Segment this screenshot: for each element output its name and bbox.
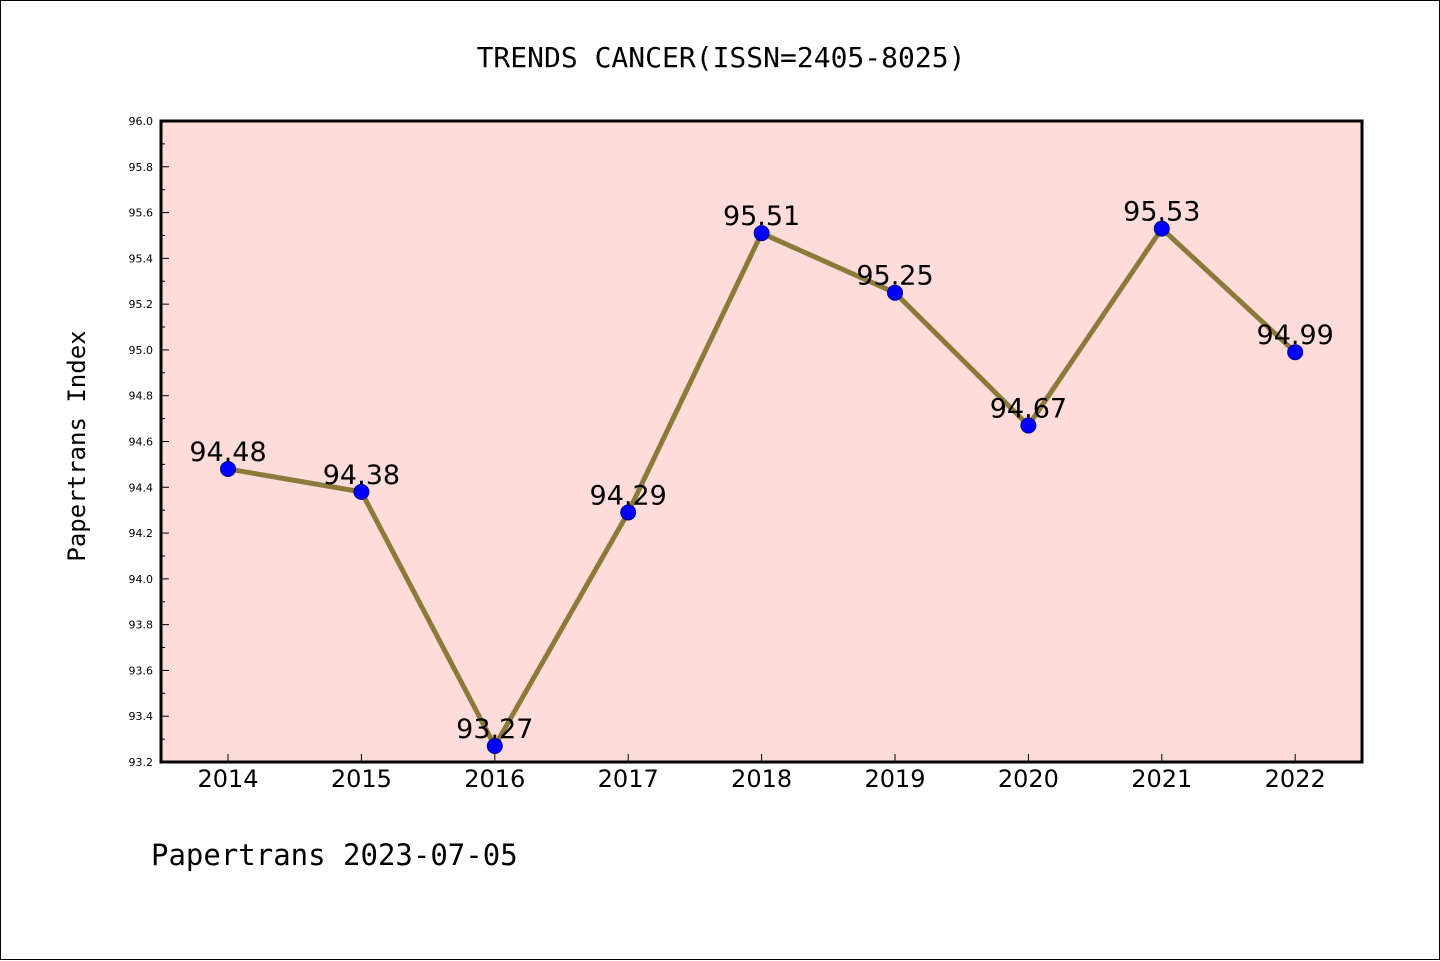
data-labels-group: 94.48 94.38 93.27 94.29 95.51 95.25 94.67 95.53…: [189, 197, 1333, 745]
y-tick-label: 95.4: [129, 252, 154, 265]
x-tick-label: 2014: [197, 765, 258, 793]
data-label: 95.53: [1123, 197, 1200, 228]
data-label: 94.29: [590, 480, 667, 511]
x-tick-label: 2022: [1265, 765, 1326, 793]
y-tick-label: 93.8: [129, 619, 154, 632]
data-label: 93.27: [456, 714, 533, 745]
data-point-marker: [220, 460, 236, 477]
footer-credit: Papertrans 2023-07-05: [151, 838, 518, 872]
y-tick-label: 96.0: [129, 115, 154, 128]
data-point-marker: [620, 504, 637, 521]
data-point-marker: [1287, 344, 1304, 361]
data-label: 94.67: [990, 393, 1067, 424]
data-label: 95.51: [723, 201, 800, 232]
y-axis: 93.2 93.4 93.6 93.8 94.0 94.2 94.4 94.6 94.8 95.0…: [129, 115, 169, 769]
y-tick-label: 93.6: [129, 664, 154, 677]
data-point-marker: [887, 284, 903, 301]
x-tick-label: 2017: [598, 765, 659, 793]
x-tick-label: 2020: [998, 765, 1059, 793]
data-point-marker: [486, 737, 503, 754]
data-label: 94.48: [189, 437, 266, 468]
data-point-marker: [1153, 220, 1170, 237]
y-tick-label: 94.6: [129, 436, 154, 449]
y-axis-label: Papertrans Index: [63, 330, 91, 561]
data-point-marker: [353, 483, 370, 500]
x-tick-label: 2021: [1131, 765, 1192, 793]
data-label: 95.25: [856, 261, 933, 292]
x-tick-label: 2018: [731, 765, 792, 793]
y-tick-label: 94.4: [129, 481, 154, 494]
series-line-group: [220, 220, 1304, 754]
x-tick-label: 2019: [864, 765, 925, 793]
x-tick-label: 2016: [464, 765, 525, 793]
data-label: 94.99: [1257, 320, 1334, 351]
y-tick-label: 93.2: [129, 756, 154, 769]
y-tick-label: 95.8: [129, 161, 154, 174]
y-tick-label: 95.0: [129, 344, 154, 357]
y-tick-label: 94.0: [129, 573, 154, 586]
y-tick-label: 95.6: [129, 207, 154, 220]
y-tick-label: 94.2: [129, 527, 154, 540]
y-tick-label: 95.2: [129, 298, 154, 311]
x-tick-label: 2015: [331, 765, 392, 793]
data-point-marker: [753, 225, 770, 242]
chart-title: TRENDS CANCER(ISSN=2405-8025): [477, 41, 966, 74]
data-label: 94.38: [323, 460, 400, 491]
x-axis: 2014 2015 2016 2017 2018 2019 2020 2021 2022: [197, 754, 1326, 793]
y-tick-label: 94.8: [129, 390, 154, 403]
y-tick-label: 93.4: [129, 710, 154, 723]
data-point-marker: [1020, 417, 1037, 434]
